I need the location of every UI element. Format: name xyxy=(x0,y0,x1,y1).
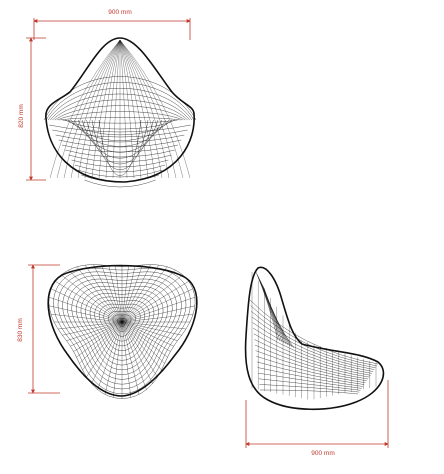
side-view-width-dimension: 900 mm xyxy=(245,380,389,457)
top-view-height-dimension: 830 mm xyxy=(17,264,60,394)
front-width-label: 900 mm xyxy=(108,9,131,16)
side-view-mesh xyxy=(244,266,385,411)
front-view-mesh xyxy=(43,37,197,188)
side-view: 900 mm xyxy=(244,266,389,457)
front-height-label: 820 mm xyxy=(18,104,25,127)
top-view-mesh xyxy=(47,264,198,399)
front-view-width-dimension: 900 mm xyxy=(33,9,191,40)
top-height-label: 830 mm xyxy=(17,318,24,341)
side-width-label: 900 mm xyxy=(311,450,334,457)
front-view: 900 mm 820 mm xyxy=(18,9,197,188)
top-view: 830 mm xyxy=(17,264,198,399)
front-view-height-dimension: 820 mm xyxy=(18,37,46,181)
